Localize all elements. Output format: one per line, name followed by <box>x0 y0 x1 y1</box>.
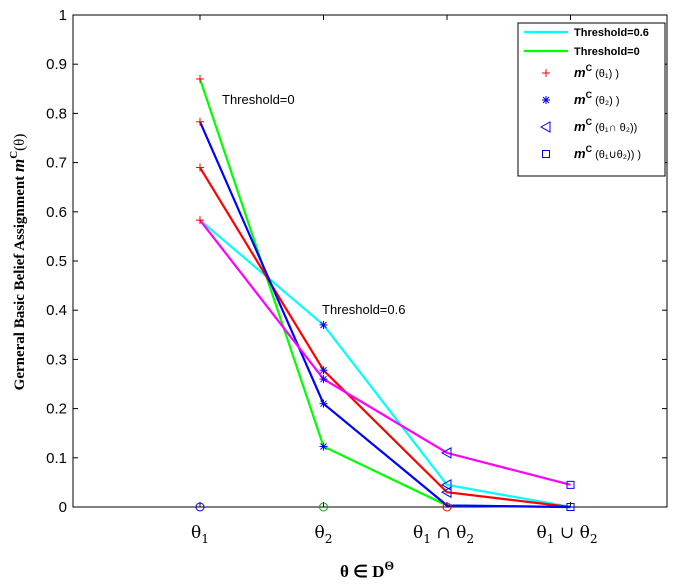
legend-label: Threshold=0 <box>574 46 640 58</box>
zero-marker <box>195 502 205 512</box>
y-tick-label: 1 <box>59 7 67 24</box>
data-point <box>440 479 452 491</box>
legend-marker-swatch <box>542 96 550 104</box>
data-point <box>566 503 575 511</box>
data-point <box>440 447 452 459</box>
y-tick-label: 0.9 <box>46 56 67 73</box>
zero-marker <box>442 502 452 512</box>
y-tick-label: 0.7 <box>46 155 67 172</box>
data-point <box>196 163 204 172</box>
data-point <box>319 442 328 451</box>
y-axis-label: Gerneral Basic Belief Assignment mC(θ) <box>8 134 28 391</box>
legend-label: mC (θ₁∩ θ₂)) <box>574 117 637 134</box>
y-tick-label: 0.3 <box>46 351 67 368</box>
x-tick-label: θ1 ∪ θ2 <box>537 523 598 546</box>
series-line <box>199 219 571 486</box>
legend-marker-swatch <box>542 150 550 158</box>
data-point <box>196 216 204 225</box>
y-tick-label: 0.1 <box>46 450 67 467</box>
data-point <box>319 320 328 329</box>
data-point <box>319 399 328 408</box>
data-point <box>196 117 204 126</box>
data-point <box>440 486 452 499</box>
y-tick-label: 0.5 <box>46 253 67 270</box>
x-tick-label: θ1 <box>191 523 209 546</box>
series-line <box>199 219 571 509</box>
zero-marker <box>319 502 328 512</box>
x-tick-label: θ1 ∩ θ2 <box>413 523 474 546</box>
legend-label: mC (θ₁) ) <box>574 63 619 80</box>
x-axis-label: θ ∈ DΘ <box>340 559 394 581</box>
data-point <box>566 480 575 489</box>
legend-marker-swatch <box>539 121 551 133</box>
series-lines <box>198 78 571 509</box>
y-tick-label: 0.4 <box>46 302 67 319</box>
data-point <box>319 375 328 384</box>
y-axis-label-text: Gerneral Basic Belief Assignment mC(θ) <box>8 134 28 391</box>
x-tick-label: θ2 <box>315 523 333 546</box>
annotations: Threshold=0 Threshold=0.6 <box>222 92 405 317</box>
annotation-threshold-0: Threshold=0 <box>222 92 295 107</box>
legend-label: mC (θ₂) ) <box>574 90 620 107</box>
legend: Threshold=0.6 Threshold=0 mC (θ₁) ) mC (θ₂)… <box>517 22 666 177</box>
y-tick-label: 0 <box>59 499 67 516</box>
data-markers <box>195 74 575 512</box>
y-tick-label: 0.8 <box>46 105 67 122</box>
y-tick-label: 0.2 <box>46 401 67 418</box>
legend-marker-swatch <box>542 69 550 77</box>
series-line <box>199 166 571 509</box>
series-line <box>198 121 571 509</box>
data-point <box>196 74 204 83</box>
y-tick-label: 0.6 <box>46 204 67 221</box>
legend-label: mC (θ₁∪θ₂)) ) <box>574 144 641 161</box>
legend-label: Threshold=0.6 <box>574 27 649 39</box>
data-point <box>319 366 328 375</box>
annotation-threshold-0-6: Threshold=0.6 <box>322 302 405 317</box>
plot-axes: 0 0.1 0.2 0.3 0.4 0.5 0.6 0.7 0.8 0.9 1 <box>46 7 668 516</box>
